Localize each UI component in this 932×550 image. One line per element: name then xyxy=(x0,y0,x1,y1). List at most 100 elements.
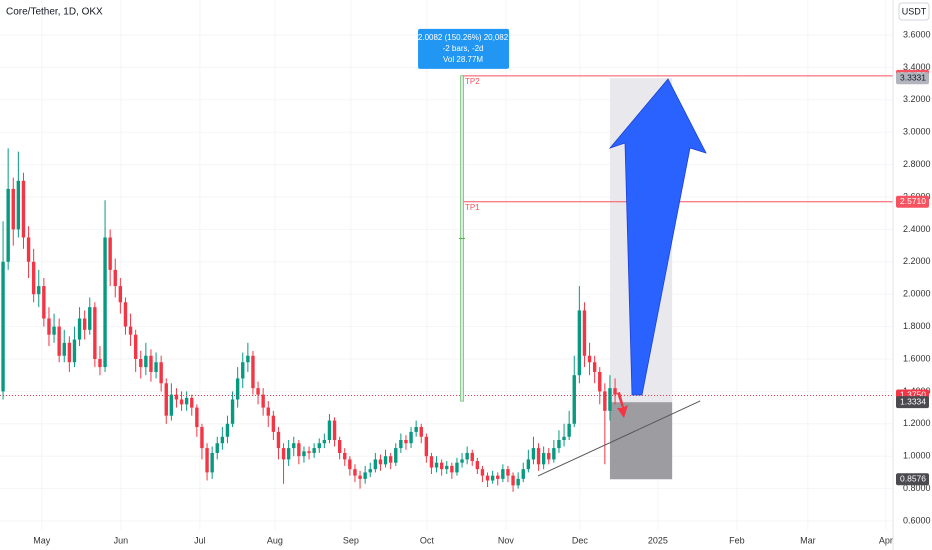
candle-body xyxy=(261,394,265,408)
candle-body xyxy=(490,475,495,481)
candle-body xyxy=(388,456,393,463)
candle-body xyxy=(572,375,576,424)
y-tick-label: 2.4000 xyxy=(903,224,931,234)
candle-body xyxy=(557,439,561,449)
candle-body xyxy=(348,459,352,470)
price-label: 1.3750 xyxy=(900,390,926,400)
red-arrow xyxy=(617,392,628,418)
y-tick-label: 1.8000 xyxy=(903,321,931,331)
position-stop-zone xyxy=(609,402,673,480)
currency-box xyxy=(898,2,930,21)
candle-body xyxy=(42,286,46,319)
y-tick-label: 1.2000 xyxy=(903,418,931,428)
candle-body xyxy=(52,326,56,335)
candle-body xyxy=(21,180,26,238)
candle-body xyxy=(378,459,383,465)
candle-body xyxy=(251,355,255,389)
measure-box xyxy=(418,28,510,69)
candle-body xyxy=(592,362,597,372)
candle-body xyxy=(317,443,321,449)
candle-body xyxy=(77,318,82,340)
price-label: 3.3331 xyxy=(900,72,926,82)
candle-body xyxy=(307,451,311,453)
candle-body xyxy=(215,443,219,453)
candle-body xyxy=(82,318,87,330)
candle-body xyxy=(144,355,148,368)
candle-body xyxy=(470,452,474,462)
candle-body xyxy=(179,399,184,405)
candle-body xyxy=(26,237,31,262)
measure-text: 2.0082 (150.26%) 20,082 xyxy=(418,33,509,42)
candle-body xyxy=(230,399,235,424)
candle-body xyxy=(292,443,296,449)
x-tick-label: Apr xyxy=(879,535,893,545)
candle-body xyxy=(133,334,138,359)
candle-body xyxy=(577,310,582,376)
candle-body xyxy=(174,394,179,400)
candle-body xyxy=(511,475,515,486)
candle-body xyxy=(108,237,112,270)
price-label-box xyxy=(896,72,929,85)
candle-body xyxy=(567,423,571,437)
candle-body xyxy=(312,448,316,453)
x-tick-label: Jun xyxy=(114,535,129,545)
candle-body xyxy=(266,407,270,416)
candle-body xyxy=(11,188,15,230)
x-tick-label: Nov xyxy=(498,535,515,545)
candle-body xyxy=(37,286,41,295)
candle-body xyxy=(608,388,612,411)
candle-body xyxy=(562,436,566,440)
y-tick-label: 2.8000 xyxy=(903,159,931,169)
candle-body xyxy=(419,427,423,437)
candle-body xyxy=(72,339,77,363)
level-label: TP2 xyxy=(465,77,480,86)
candle-body xyxy=(383,456,388,465)
candle-body xyxy=(399,439,403,449)
candle-body xyxy=(286,448,291,460)
candle-body xyxy=(598,371,602,392)
candle-body xyxy=(256,388,260,395)
price-label-box xyxy=(896,396,929,409)
candle-body xyxy=(460,459,464,463)
candle-body xyxy=(337,439,342,453)
candle-body xyxy=(414,427,418,432)
y-tick-label: 3.6000 xyxy=(903,29,931,39)
measure-text: -2 bars, -2d xyxy=(443,44,484,53)
price-label: 0.8576 xyxy=(900,474,926,484)
candle-body xyxy=(128,326,133,335)
candle-body xyxy=(521,469,525,479)
candle-body xyxy=(241,362,245,379)
candle-body xyxy=(373,459,378,470)
candle-body xyxy=(424,436,429,457)
candle-body xyxy=(235,378,240,400)
candle-body xyxy=(169,394,174,416)
candle-body xyxy=(434,462,439,468)
candle-body xyxy=(118,286,123,303)
candle-body xyxy=(113,269,117,287)
candle-body xyxy=(322,439,327,444)
candle-body xyxy=(363,472,367,479)
currency: USDT xyxy=(902,6,927,16)
x-tick-label: May xyxy=(33,535,51,545)
candle-body xyxy=(123,302,128,327)
y-tick-label: 3.0000 xyxy=(903,127,931,137)
x-tick-label: Oct xyxy=(420,535,435,545)
candle-body xyxy=(439,462,444,470)
candle-body xyxy=(506,469,510,476)
candle-body xyxy=(353,469,357,476)
candle-body xyxy=(31,261,36,295)
candle-body xyxy=(552,448,556,460)
candle-body xyxy=(613,388,617,395)
y-tick-label: 3.2000 xyxy=(903,94,931,104)
candle-body xyxy=(154,362,158,372)
candle-body xyxy=(88,307,92,330)
candle-body xyxy=(547,452,551,460)
candle-body xyxy=(281,448,286,460)
candle-body xyxy=(62,342,66,356)
candle-body xyxy=(47,318,51,335)
candle-body xyxy=(67,342,72,363)
candle-body xyxy=(516,478,520,486)
blue-arrow xyxy=(608,78,707,396)
candle-body xyxy=(404,439,408,444)
